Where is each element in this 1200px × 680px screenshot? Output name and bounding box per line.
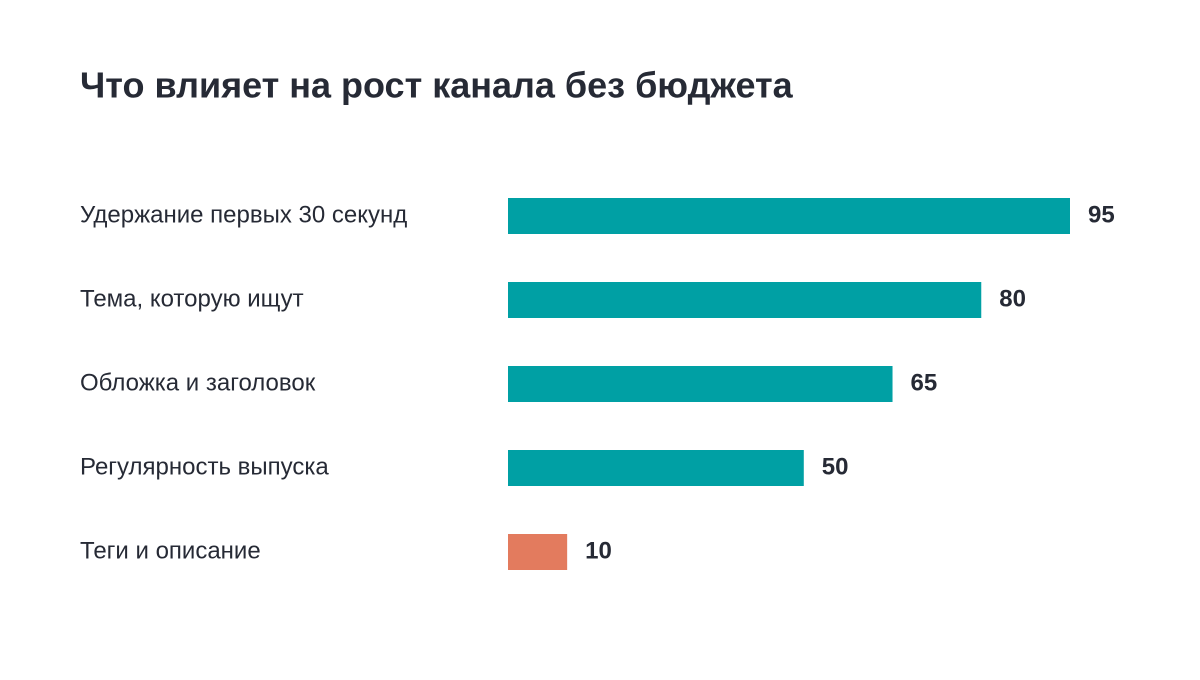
category-label: Тема, которую ищут bbox=[80, 285, 304, 312]
value-label: 80 bbox=[999, 285, 1026, 312]
bar bbox=[508, 534, 568, 570]
value-label: 95 bbox=[1088, 201, 1115, 228]
category-label: Теги и описание bbox=[80, 537, 261, 564]
category-label: Удержание первых 30 секунд bbox=[80, 201, 407, 228]
bar bbox=[508, 366, 893, 402]
value-label: 65 bbox=[911, 369, 938, 396]
value-label: 50 bbox=[822, 453, 849, 480]
category-label: Обложка и заголовок bbox=[80, 369, 316, 396]
bar bbox=[508, 450, 804, 486]
value-label: 10 bbox=[585, 537, 612, 564]
bar bbox=[508, 282, 982, 318]
chart-title: Что влияет на рост канала без бюджета bbox=[80, 65, 794, 106]
bar bbox=[508, 198, 1070, 234]
category-label: Регулярность выпуска bbox=[80, 453, 329, 480]
